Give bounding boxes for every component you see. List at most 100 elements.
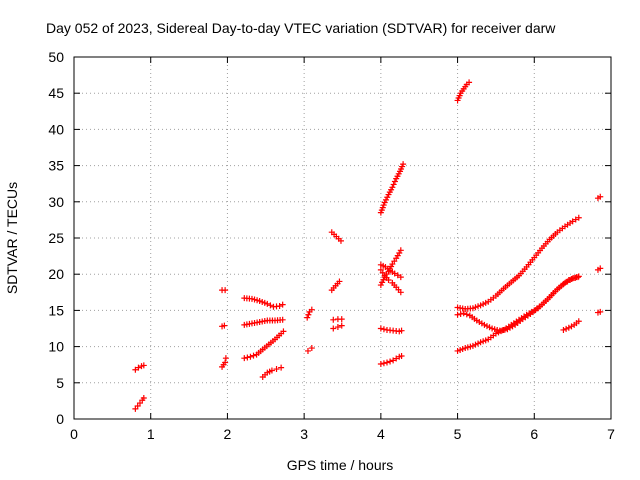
data-point (140, 395, 147, 402)
y-tick-label: 15 (48, 302, 64, 318)
grid-layer (74, 57, 611, 419)
data-point (397, 247, 404, 254)
data-point (377, 360, 384, 367)
y-tick-label: 35 (48, 158, 64, 174)
series-s26 (560, 318, 582, 333)
data-point (140, 362, 147, 369)
data-point (380, 276, 387, 283)
data-point (463, 311, 470, 318)
data-point (391, 178, 398, 185)
data-point (575, 273, 582, 280)
data-point (305, 311, 312, 318)
x-tick-label: 4 (377, 426, 385, 442)
y-tick-label: 20 (48, 266, 64, 282)
data-point (383, 359, 390, 366)
data-point (391, 270, 398, 277)
data-point (385, 276, 392, 283)
data-point (338, 316, 345, 323)
series-s29 (594, 193, 604, 202)
data-point (308, 306, 315, 313)
data-point (575, 214, 582, 221)
y-tick-label: 50 (48, 49, 64, 65)
data-point (398, 327, 405, 334)
x-tick-label: 3 (300, 426, 308, 442)
data-point (241, 355, 248, 362)
series-s3 (219, 355, 229, 370)
x-tick-label: 7 (607, 426, 615, 442)
data-point (382, 196, 389, 203)
data-point (222, 287, 229, 294)
data-point (560, 326, 567, 333)
data-point (276, 303, 283, 310)
data-point (569, 275, 576, 282)
series-s16 (377, 353, 405, 367)
series-s28 (594, 265, 604, 273)
series-s19 (377, 266, 404, 296)
data-point (390, 181, 397, 188)
data-point (308, 345, 315, 352)
y-tick-label: 25 (48, 230, 64, 246)
series-s11 (304, 306, 315, 321)
y-tick-label: 40 (48, 121, 64, 137)
x-tick-label: 1 (147, 426, 155, 442)
data-point (569, 218, 576, 225)
data-point (377, 325, 384, 332)
series-s25 (454, 274, 582, 354)
series-s15 (328, 229, 344, 244)
data-point (244, 354, 251, 361)
data-point (278, 364, 285, 371)
x-tick-label: 6 (530, 426, 538, 442)
data-point (575, 274, 582, 281)
data-point (380, 360, 387, 367)
x-tick-label: 5 (454, 426, 462, 442)
data-point (466, 79, 473, 86)
data-point (247, 353, 254, 360)
data-point (390, 357, 397, 364)
data-point (336, 278, 343, 285)
data-point (334, 324, 341, 331)
data-point (304, 347, 311, 354)
data-point (384, 194, 391, 201)
data-point (279, 316, 286, 323)
data-point (267, 302, 274, 309)
data-point (264, 300, 271, 307)
data-point (135, 364, 142, 371)
series-s9 (259, 364, 285, 381)
data-point (457, 311, 464, 318)
y-tick-label: 45 (48, 85, 64, 101)
x-tick-label: 2 (224, 426, 232, 442)
series-s17 (377, 325, 405, 335)
data-point (279, 301, 286, 308)
data-point (221, 322, 228, 329)
series-s27 (594, 308, 604, 316)
data-point (460, 310, 467, 317)
y-tick-label: 10 (48, 339, 64, 355)
data-point (379, 279, 386, 286)
data-point (222, 355, 229, 362)
data-point (377, 282, 384, 289)
series-s21 (377, 161, 407, 216)
x-axis-label: GPS time / hours (287, 457, 394, 473)
data-point (268, 367, 275, 374)
data-point (597, 308, 604, 315)
y-axis-label: SDTVAR / TECUs (4, 182, 20, 294)
series-s20 (377, 261, 404, 281)
data-points-layer (132, 79, 604, 412)
series-s4 (219, 322, 228, 330)
data-point (304, 314, 311, 321)
data-point (393, 355, 400, 362)
series-s22 (454, 79, 473, 104)
series-s23 (454, 214, 582, 312)
series-s5 (219, 287, 229, 294)
data-point (330, 316, 337, 323)
data-point (397, 274, 404, 281)
data-point (572, 216, 579, 223)
series-s12 (330, 322, 345, 332)
series-s1 (132, 395, 147, 412)
data-point (337, 237, 344, 244)
data-point (380, 326, 387, 333)
chart-title: Day 052 of 2023, Sidereal Day-to-day VTE… (46, 20, 556, 36)
data-point (398, 353, 405, 360)
